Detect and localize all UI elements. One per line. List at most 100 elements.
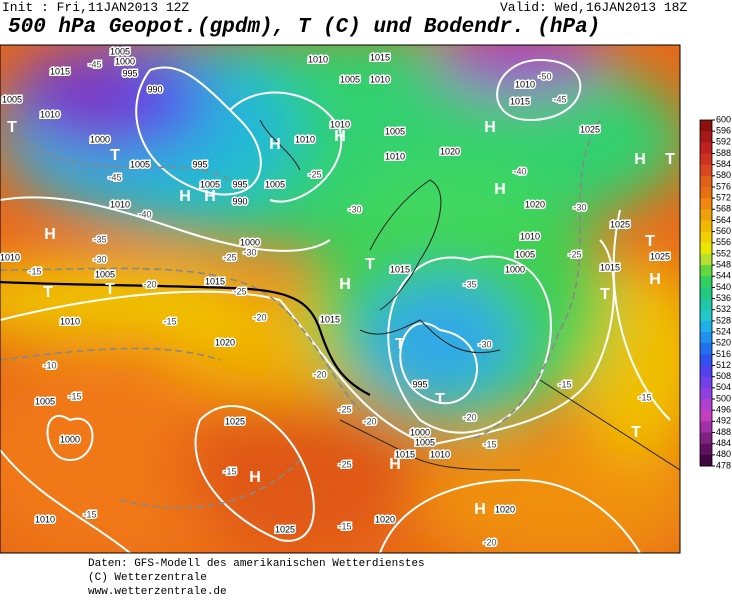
- contour-label: 1005: [2, 94, 22, 104]
- pressure-center: H: [204, 188, 216, 205]
- contour-label: -35: [463, 279, 476, 289]
- colorbar-bin: [700, 399, 712, 411]
- contour-label: -30: [348, 204, 361, 214]
- pressure-center: T: [43, 284, 53, 301]
- contour-label: -15: [163, 316, 176, 326]
- contour-label: 1025: [610, 219, 630, 229]
- colorbar-tick-label: 488: [716, 427, 731, 437]
- contour-label: -50: [538, 71, 551, 81]
- pressure-center: H: [339, 276, 351, 293]
- contour-label: 1005: [265, 179, 285, 189]
- contour-label: 1000: [505, 264, 525, 274]
- pressure-center: T: [395, 336, 405, 353]
- contour-label: -15: [223, 466, 236, 476]
- pressure-center: H: [474, 501, 486, 518]
- colorbar-bin: [700, 142, 712, 154]
- colorbar-bin: [700, 443, 712, 456]
- pressure-center: T: [435, 391, 445, 408]
- colorbar-bin: [700, 220, 712, 233]
- pressure-center: T: [7, 119, 17, 136]
- contour-label: -20: [143, 279, 156, 289]
- pressure-center: T: [645, 233, 655, 250]
- contour-label: 1005: [515, 249, 535, 259]
- pressure-center: H: [494, 181, 506, 198]
- contour-label: 1015: [395, 449, 415, 459]
- contour-label: -25: [568, 249, 581, 259]
- contour-label: 1010: [110, 199, 130, 209]
- colorbar-tick-label: 568: [716, 204, 731, 214]
- contour-label: -45: [88, 59, 101, 69]
- colorbar-bin: [700, 298, 712, 311]
- contour-label: 1015: [510, 96, 530, 106]
- contour-label: 1010: [515, 79, 535, 89]
- contour-label: 995: [232, 179, 247, 189]
- contour-label: -15: [83, 509, 96, 519]
- contour-label: 1015: [205, 276, 225, 286]
- colorbar-bin: [700, 320, 712, 333]
- colorbar-tick-label: 516: [716, 349, 731, 359]
- colorbar-bin: [700, 153, 712, 166]
- contour-label: -20: [313, 369, 326, 379]
- contour-label: -40: [513, 166, 526, 176]
- contour-label: 1025: [275, 524, 295, 534]
- map-title: 500 hPa Geopot.(gpdm), T (C) und Bodendr…: [8, 16, 601, 39]
- colorbar-tick-label: 532: [716, 304, 731, 314]
- contour-label: 995: [412, 379, 427, 389]
- colorbar-tick-label: 600: [716, 114, 731, 124]
- contour-label: 1015: [320, 314, 340, 324]
- colorbar-tick-label: 520: [716, 338, 731, 348]
- contour-label: -20: [363, 416, 376, 426]
- footer-url: www.wetterzentrale.de: [88, 586, 227, 598]
- contour-label: 1020: [495, 504, 515, 514]
- contour-label: -20: [463, 412, 476, 422]
- colorbar-bin: [700, 376, 712, 389]
- contour-label: -10: [43, 360, 56, 370]
- colorbar-bin: [700, 309, 712, 322]
- contour-label: 1010: [295, 134, 315, 144]
- contour-label: -30: [573, 202, 586, 212]
- colorbar-bin: [700, 242, 712, 255]
- map: 101510051010T-45100510009959901000T1005-…: [0, 44, 731, 554]
- colorbar-bin: [700, 365, 712, 378]
- contour-label: 990: [147, 84, 162, 94]
- contour-label: -15: [638, 392, 651, 402]
- contour-label: -25: [223, 252, 236, 262]
- colorbar-bin: [700, 410, 712, 422]
- contour-label: -25: [338, 459, 351, 469]
- pressure-center: H: [634, 151, 646, 168]
- pressure-center: H: [484, 119, 496, 136]
- pressure-center: T: [665, 151, 675, 168]
- colorbar-tick-label: 576: [716, 181, 731, 191]
- contour-label: 1000: [410, 427, 430, 437]
- colorbar-bin: [700, 231, 712, 244]
- colorbar-tick-label: 492: [716, 416, 731, 426]
- contour-label: 1005: [95, 269, 115, 279]
- contour-label: -25: [233, 286, 246, 296]
- colorbar-tick-label: 504: [716, 382, 731, 392]
- colorbar-tick-label: 548: [716, 259, 731, 269]
- pressure-center: H: [44, 226, 56, 243]
- contour-label: 1005: [130, 159, 150, 169]
- contour-label: 1015: [370, 52, 390, 62]
- colorbar-tick-label: 572: [716, 193, 731, 203]
- contour-label: 1005: [110, 46, 130, 56]
- contour-label: -45: [108, 172, 121, 182]
- colorbar-bin: [700, 276, 712, 288]
- contour-label: -20: [483, 537, 496, 547]
- map-frame: [0, 44, 681, 554]
- map-field: [0, 45, 680, 553]
- contour-label: 1025: [225, 416, 245, 426]
- contour-label: -25: [338, 404, 351, 414]
- contour-label: 995: [122, 68, 137, 78]
- colorbar-bin: [700, 421, 712, 434]
- contour-label: -30: [478, 339, 491, 349]
- contour-label: -35: [93, 234, 106, 244]
- pressure-center: H: [389, 456, 401, 473]
- colorbar-bin: [700, 186, 712, 199]
- colorbar-bin: [700, 131, 712, 143]
- contour-label: 1010: [520, 231, 540, 241]
- contour-label: 1015: [390, 264, 410, 274]
- isotherms: [0, 119, 601, 509]
- contour-label: 1025: [580, 124, 600, 134]
